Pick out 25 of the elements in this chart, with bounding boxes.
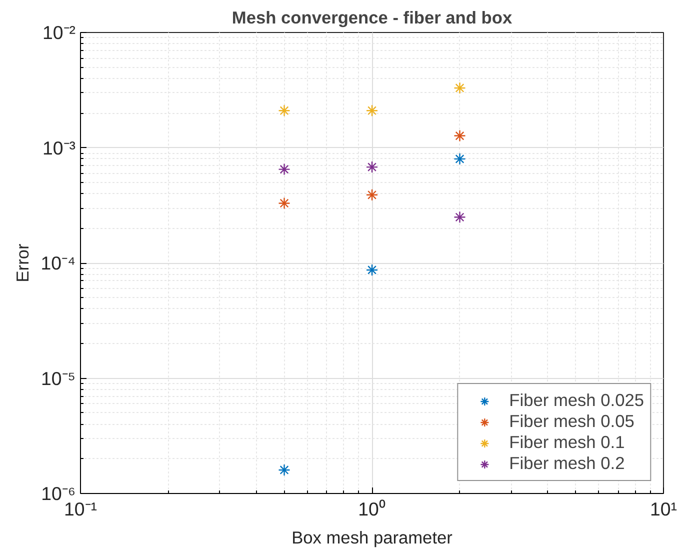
legend-label: Fiber mesh 0.1 [509, 432, 625, 453]
point [366, 188, 378, 201]
y-tick-label: 10⁻² [42, 22, 76, 43]
point [454, 152, 466, 166]
x-tick-label: 10¹ [650, 498, 677, 520]
point [278, 197, 290, 210]
point [454, 211, 466, 224]
legend-label: Fiber mesh 0.05 [509, 411, 634, 432]
legend-label: Fiber mesh 0.025 [509, 390, 644, 411]
point [278, 464, 290, 476]
y-axis-title: Error [12, 244, 33, 282]
y-tick-label: 10⁻⁵ [41, 368, 76, 389]
point [454, 130, 466, 142]
legend-label: Fiber mesh 0.2 [509, 453, 625, 474]
point [366, 264, 378, 276]
x-axis-title: Box mesh parameter [292, 528, 453, 548]
y-tick-label: 10⁻⁴ [40, 252, 76, 274]
x-tick-label: 10⁰ [358, 498, 386, 520]
point [454, 82, 466, 94]
point [366, 160, 378, 174]
point [278, 104, 290, 117]
chart-title: Mesh convergence - fiber and box [232, 8, 512, 28]
point [278, 163, 290, 176]
y-tick-label: 10⁻³ [42, 137, 76, 158]
point [366, 104, 378, 117]
